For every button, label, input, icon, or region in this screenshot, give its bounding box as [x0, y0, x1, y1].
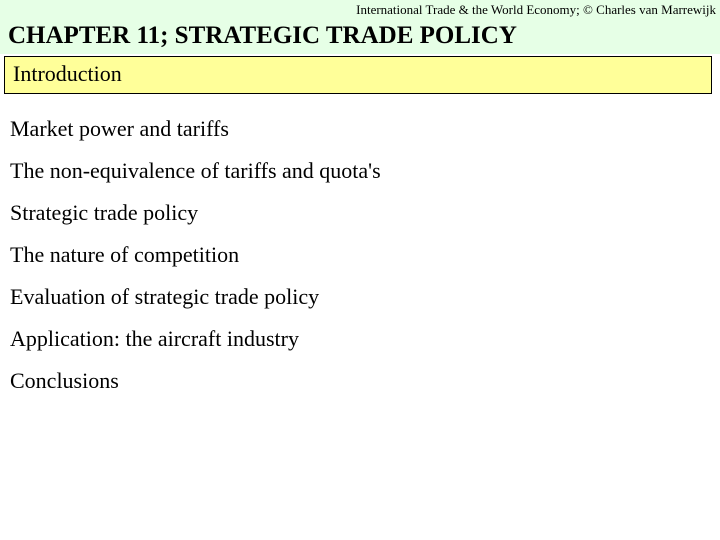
list-item: Market power and tariffs: [10, 108, 712, 150]
topic-list: Market power and tariffs The non-equival…: [0, 94, 720, 402]
list-item: Evaluation of strategic trade policy: [10, 276, 712, 318]
list-item: Strategic trade policy: [10, 192, 712, 234]
list-item: Conclusions: [10, 360, 712, 402]
list-item: The nature of competition: [10, 234, 712, 276]
header-attribution: International Trade & the World Economy;…: [0, 0, 720, 20]
list-item: The non-equivalence of tariffs and quota…: [10, 150, 712, 192]
chapter-title: CHAPTER 11; STRATEGIC TRADE POLICY: [0, 20, 720, 54]
current-topic-highlight: Introduction: [4, 56, 712, 94]
list-item: Application: the aircraft industry: [10, 318, 712, 360]
